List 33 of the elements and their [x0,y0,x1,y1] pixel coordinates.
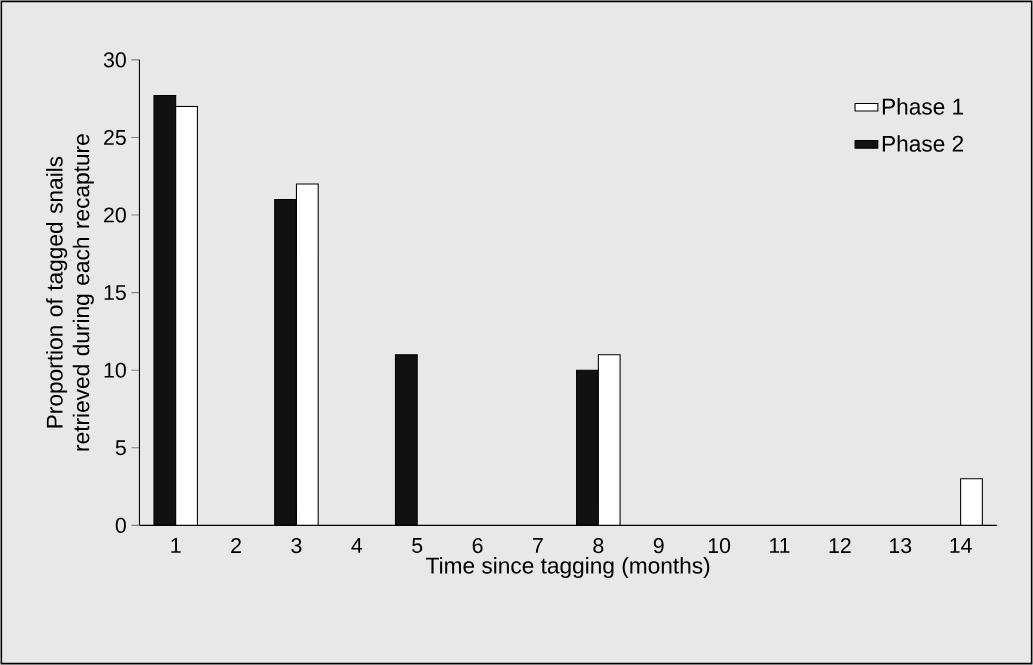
legend-label: Phase 1 [882,98,964,115]
x-tick-label: 5 [412,538,423,553]
bar [153,95,176,526]
x-tick-label: 9 [653,538,664,554]
x-tick-label: 7 [533,538,543,553]
x-tick-label: 6 [472,538,483,554]
x-tick-label: 10 [708,538,731,554]
bar [274,199,297,526]
y-tick-label: 5 [115,440,126,456]
x-tick-label: 12 [829,538,851,553]
x-tick-label: 14 [950,538,972,553]
bar [175,106,198,526]
y-tick-label: 20 [104,207,126,223]
x-tick-label: 3 [291,538,302,554]
y-tick-label: 30 [103,52,126,68]
y-tick-label: 10 [104,362,126,378]
x-tick-label: 11 [770,538,790,553]
bar [598,354,621,526]
x-tick-label: 1 [171,538,181,553]
x-tick-label: 8 [593,538,604,554]
bar [296,183,319,526]
bar [576,369,599,526]
y-axis-title: Proportion of tagged snails retrieved during each recapture [46,134,94,451]
bar [960,478,983,526]
x-axis-title: Time since tagging (months) [426,557,710,579]
y-tick-label: 25 [104,129,126,145]
bar [395,354,418,526]
y-tick-label: 15 [104,285,126,301]
x-tick-label: 13 [890,538,912,554]
legend-label: Phase 2 [882,135,964,152]
x-tick-label: 2 [231,538,241,553]
y-tick-label: 0 [115,517,126,533]
x-tick-label: 4 [351,538,363,553]
